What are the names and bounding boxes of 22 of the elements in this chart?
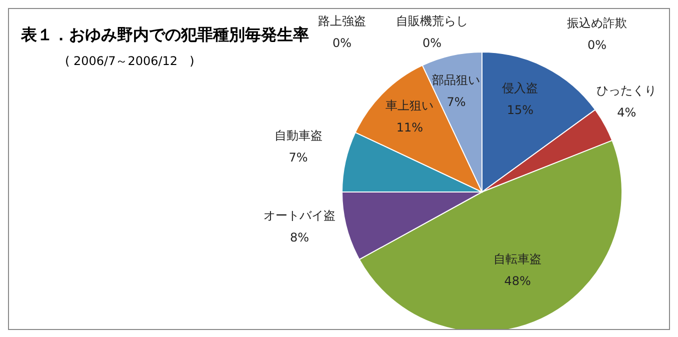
data-label: 4% [617,106,636,120]
slice-label: 自転車盗 [494,252,542,266]
text: 0% [422,36,442,50]
data-label: 11% [396,120,424,135]
text: 0% [332,36,352,50]
slice-label: オートバイ盗 [264,208,336,222]
text: 0% [587,38,607,52]
slice-label: 侵入盗 [502,81,538,96]
data-label: 7% [288,150,308,165]
data-label: 8% [290,230,310,244]
text: ( 2006/7～2006/12 ) [65,53,194,70]
data-label: 15% [506,103,534,118]
category-label: 自販機荒らし [396,14,468,28]
slice-label: 部品狙い [432,73,480,88]
data-label: 48% [504,274,531,288]
slice-label: ひったくり [596,84,657,98]
slice-label: 自動車盗 [274,128,322,143]
category-label: 路上強盗 [318,14,366,28]
data-label: 7% [446,95,466,110]
chart-title: 表１．おゆみ野内での犯罪種別毎発生率 [21,25,309,46]
category-label: 振込め詐欺 [567,16,627,30]
slice-label: 車上狙い [386,98,434,113]
